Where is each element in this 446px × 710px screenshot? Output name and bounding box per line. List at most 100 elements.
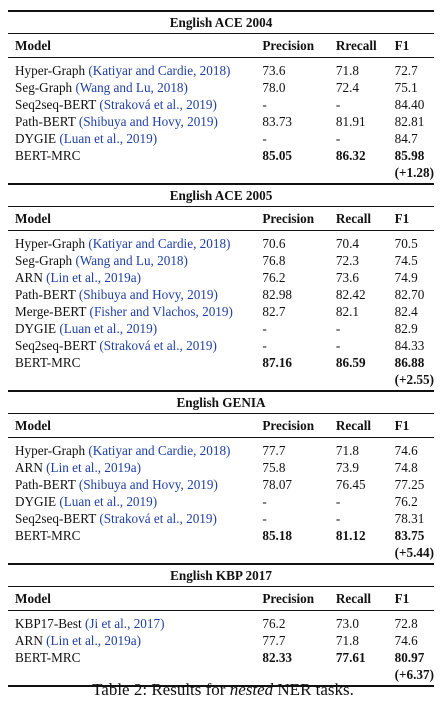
citation-link[interactable]: (Wang and Lu, 2018) bbox=[75, 253, 188, 268]
citation-link[interactable]: (Fisher and Vlachos, 2019) bbox=[89, 304, 233, 319]
citation-link[interactable]: (Lin et al., 2019a) bbox=[46, 633, 141, 648]
citation-link[interactable]: (Ji et al., 2017) bbox=[84, 616, 165, 631]
model-cell: Hyper-Graph (Katiyar and Cardie, 2018) bbox=[8, 230, 256, 252]
citation-link[interactable]: (Lin et al., 2019a) bbox=[46, 270, 141, 285]
f1-cell: 74.6 bbox=[394, 633, 418, 648]
model-cell: Path-BERT (Shibuya and Hovy, 2019) bbox=[8, 286, 255, 303]
model-name: Path-BERT bbox=[15, 114, 79, 129]
caption-emphasis: nested bbox=[229, 680, 274, 699]
table-row: Hyper-Graph (Katiyar and Cardie, 2018) 77… bbox=[8, 437, 434, 459]
gain-spacer bbox=[8, 544, 255, 561]
header-f1: F1 bbox=[387, 33, 434, 58]
citation-link[interactable]: (Katiyar and Cardie, 2018) bbox=[88, 443, 231, 458]
f1-cell: 76.2 bbox=[394, 494, 418, 509]
table-row: BERT-MRC 82.33 77.61 80.97 bbox=[8, 649, 434, 666]
model-cell: DYGIE (Luan et al., 2019) bbox=[8, 493, 255, 510]
gain-spacer bbox=[8, 164, 255, 181]
table-row: Merge-BERT (Fisher and Vlachos, 2019) 82.… bbox=[8, 303, 434, 320]
gain-spacer bbox=[329, 544, 388, 561]
model-cell: Path-BERT (Shibuya and Hovy, 2019) bbox=[8, 113, 255, 130]
f1-gain: (+1.28) bbox=[394, 165, 434, 180]
gain-row: (+1.28) bbox=[8, 164, 434, 181]
citation-link[interactable]: (Luan et al., 2019) bbox=[59, 131, 158, 146]
recall-cell: 73.0 bbox=[328, 610, 388, 632]
table-row: BERT-MRC 85.05 86.32 85.98 bbox=[8, 147, 434, 164]
precision-cell: 85.05 bbox=[262, 148, 293, 163]
header-precision: Precision bbox=[255, 586, 329, 611]
recall-cell: - bbox=[335, 494, 341, 509]
table-row: Seq2seq-BERT (Straková et al., 2019) - -84… bbox=[8, 337, 434, 354]
model-name: KBP17-Best bbox=[15, 616, 85, 631]
gain-spacer bbox=[8, 371, 255, 388]
f1-cell: 72.8 bbox=[387, 610, 434, 632]
table-row: Path-BERT (Shibuya and Hovy, 2019) 78.07 7… bbox=[8, 476, 434, 493]
citation-link[interactable]: (Katiyar and Cardie, 2018) bbox=[88, 236, 231, 251]
precision-cell: - bbox=[262, 494, 267, 509]
model-cell: BERT-MRC bbox=[8, 649, 255, 666]
gain-spacer bbox=[255, 164, 329, 181]
recall-cell: 86.32 bbox=[335, 148, 366, 163]
f1-cell: 82.70 bbox=[394, 287, 425, 302]
results-table: English ACE 2004 Model Precision Rrecall F1 H… bbox=[8, 10, 434, 687]
model-name: BERT-MRC bbox=[15, 355, 81, 370]
precision-cell: 82.7 bbox=[262, 304, 286, 319]
precision-cell: 76.8 bbox=[262, 253, 286, 268]
precision-cell: - bbox=[262, 321, 267, 336]
citation-link[interactable]: (Luan et al., 2019) bbox=[59, 494, 158, 509]
table-row: DYGIE (Luan et al., 2019) - -82.9 bbox=[8, 320, 434, 337]
recall-cell: 81.12 bbox=[335, 528, 366, 543]
citation-link[interactable]: (Lin et al., 2019a) bbox=[46, 460, 141, 475]
citation-link[interactable]: (Luan et al., 2019) bbox=[59, 321, 158, 336]
citation-link[interactable]: (Shibuya and Hovy, 2019) bbox=[78, 114, 218, 129]
f1-cell: 80.97 bbox=[394, 650, 425, 665]
precision-cell: - bbox=[262, 131, 267, 146]
citation-link[interactable]: (Wang and Lu, 2018) bbox=[75, 80, 188, 95]
f1-cell: 75.1 bbox=[394, 80, 418, 95]
model-name: DYGIE bbox=[15, 131, 60, 146]
model-cell: Hyper-Graph (Katiyar and Cardie, 2018) bbox=[8, 57, 256, 79]
recall-cell: 71.8 bbox=[328, 437, 388, 459]
citation-link[interactable]: (Katiyar and Cardie, 2018) bbox=[88, 63, 231, 78]
header-model: Model bbox=[8, 206, 256, 231]
model-name: DYGIE bbox=[15, 321, 60, 336]
citation-link[interactable]: (Straková et al., 2019) bbox=[99, 338, 217, 353]
header-row: Model Precision Recall F1 bbox=[8, 206, 434, 231]
model-cell: ARN (Lin et al., 2019a) bbox=[8, 269, 255, 286]
model-name: Seq2seq-BERT bbox=[15, 97, 100, 112]
f1-cell: 86.88 bbox=[394, 355, 425, 370]
model-name: Path-BERT bbox=[15, 287, 79, 302]
model-name: Hyper-Graph bbox=[15, 63, 89, 78]
precision-cell: 77.7 bbox=[262, 633, 286, 648]
citation-link[interactable]: (Shibuya and Hovy, 2019) bbox=[78, 477, 218, 492]
citation-link[interactable]: (Shibuya and Hovy, 2019) bbox=[78, 287, 218, 302]
model-name: Seg-Graph bbox=[15, 80, 76, 95]
f1-gain: (+6.37) bbox=[394, 667, 434, 682]
citation-link[interactable]: (Straková et al., 2019) bbox=[99, 97, 217, 112]
section-title: English ACE 2004 bbox=[8, 10, 434, 34]
f1-cell: 77.25 bbox=[394, 477, 425, 492]
model-cell: Merge-BERT (Fisher and Vlachos, 2019) bbox=[8, 303, 255, 320]
f1-cell: 74.6 bbox=[387, 437, 434, 459]
model-cell: ARN (Lin et al., 2019a) bbox=[8, 459, 255, 476]
recall-cell: 77.61 bbox=[335, 650, 366, 665]
table-row: DYGIE (Luan et al., 2019) - -76.2 bbox=[8, 493, 434, 510]
section-title: English ACE 2005 bbox=[8, 183, 434, 207]
model-name: ARN bbox=[15, 460, 47, 475]
recall-cell: 71.8 bbox=[335, 633, 359, 648]
f1-cell: 78.31 bbox=[394, 511, 425, 526]
citation-link[interactable]: (Straková et al., 2019) bbox=[99, 511, 217, 526]
f1-cell: 84.33 bbox=[394, 338, 425, 353]
header-f1: F1 bbox=[387, 586, 434, 611]
model-cell: DYGIE (Luan et al., 2019) bbox=[8, 320, 255, 337]
f1-cell: 72.7 bbox=[387, 57, 434, 79]
table-row: Path-BERT (Shibuya and Hovy, 2019) 83.73 8… bbox=[8, 113, 434, 130]
header-recall: Recall bbox=[328, 586, 388, 611]
section-title-row: English ACE 2005 bbox=[8, 183, 434, 207]
model-name: Seq2seq-BERT bbox=[15, 338, 100, 353]
model-name: ARN bbox=[15, 270, 47, 285]
precision-cell: 76.2 bbox=[262, 270, 286, 285]
gain-row: (+5.44) bbox=[8, 544, 434, 561]
caption-suffix: NER tasks. bbox=[273, 680, 354, 699]
model-cell: Seq2seq-BERT (Straková et al., 2019) bbox=[8, 337, 255, 354]
